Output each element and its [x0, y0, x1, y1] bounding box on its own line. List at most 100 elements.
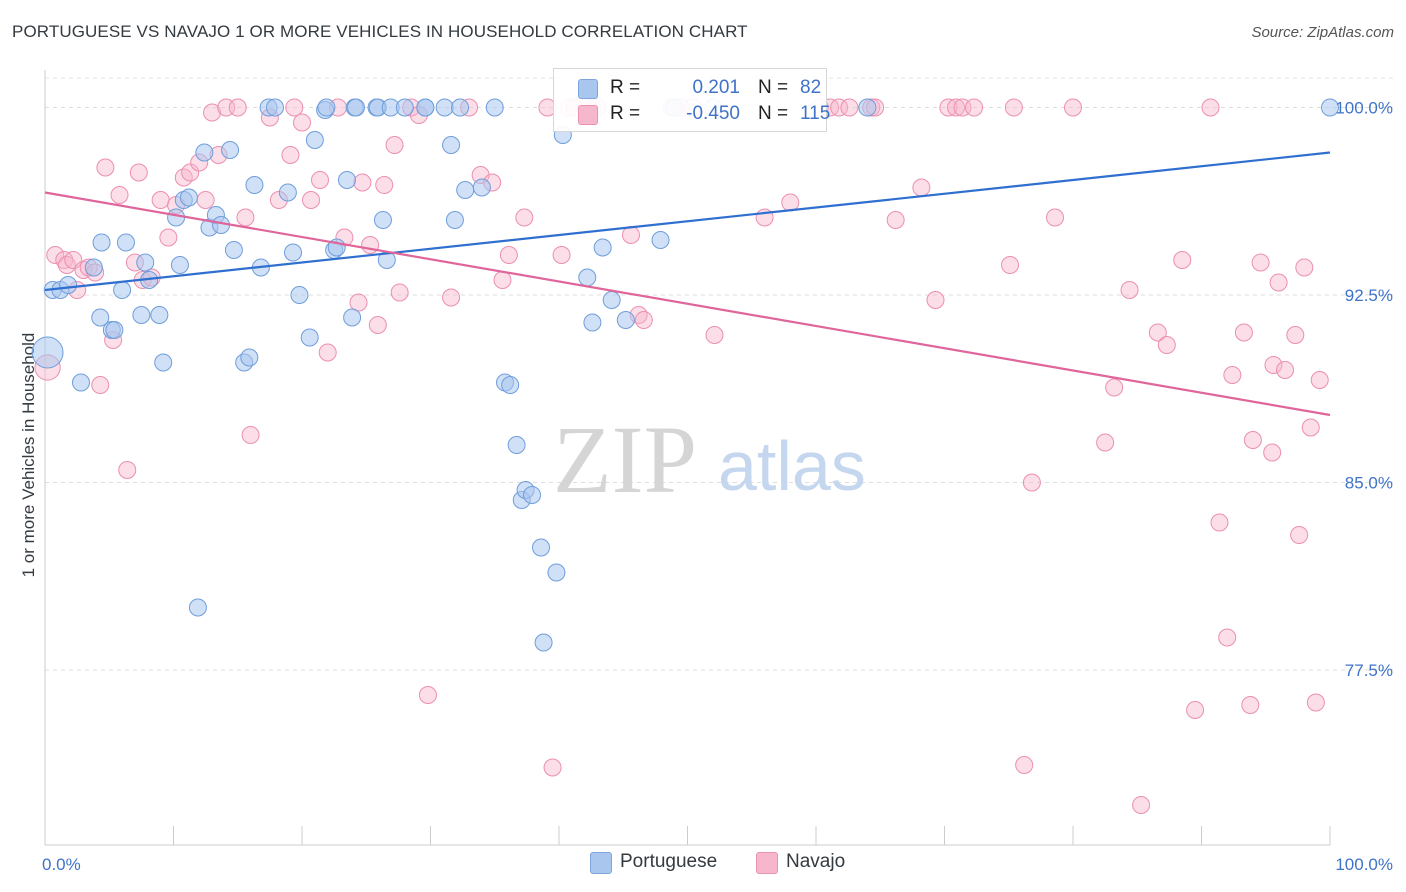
portuguese-swatch: [578, 79, 598, 99]
watermark-atlas: atlas: [718, 427, 866, 505]
portuguese-point: [651, 231, 670, 249]
navajo-point: [781, 193, 800, 212]
legend-label-navajo: Navajo: [786, 851, 846, 872]
navajo-point: [1173, 251, 1192, 269]
legend-item-portuguese[interactable]: Portuguese: [590, 851, 740, 875]
navajo-point: [830, 98, 849, 117]
navajo-point: [236, 208, 255, 227]
navajo-point: [1290, 526, 1309, 544]
navajo-point: [1004, 98, 1023, 117]
portuguese-point: [305, 131, 324, 149]
navajo-point: [1210, 513, 1229, 532]
navajo-point: [129, 163, 148, 182]
legend-item-navajo[interactable]: Navajo: [756, 851, 866, 875]
portuguese-point: [534, 633, 553, 652]
navajo-point: [228, 98, 247, 117]
navajo-point: [375, 176, 394, 194]
y-tick-label: 100.0%: [1335, 99, 1393, 118]
navajo-point: [1286, 326, 1305, 344]
portuguese-point: [578, 268, 597, 287]
navajo-point: [515, 208, 534, 227]
portuguese-point: [1321, 98, 1339, 117]
navajo-point: [368, 316, 387, 334]
navajo-point: [1306, 693, 1325, 712]
navajo-point: [353, 173, 372, 192]
navajo-point: [46, 246, 65, 264]
portuguese-point: [300, 328, 319, 347]
portuguese-point: [501, 376, 520, 394]
trend-lines: [44, 151, 1331, 417]
watermark-zip: ZIP: [553, 406, 697, 513]
navajo-point: [1157, 336, 1176, 354]
navajo-point: [1310, 371, 1329, 389]
portuguese-point: [523, 486, 542, 504]
portuguese-point: [616, 311, 635, 329]
portuguese-point: [31, 336, 64, 369]
navajo-point: [349, 293, 368, 312]
portuguese-point: [92, 233, 111, 252]
navajo-point: [705, 326, 724, 344]
x-tick-label: 0.0%: [42, 855, 81, 874]
portuguese-point: [583, 313, 602, 332]
portuguese-point: [602, 291, 621, 309]
navajo-point: [118, 461, 137, 479]
navajo-point: [1046, 208, 1065, 227]
navajo-point: [543, 758, 562, 777]
navajo-point: [552, 246, 571, 264]
portuguese-point: [84, 258, 103, 277]
navajo-point: [1264, 356, 1283, 374]
x-axis: [44, 70, 1331, 846]
portuguese-point: [284, 243, 303, 262]
navajo-point: [1148, 323, 1167, 342]
navajo-point: [1001, 256, 1020, 274]
navajo-point: [318, 343, 337, 362]
portuguese-point: [132, 306, 151, 324]
portuguese-point: [416, 98, 435, 117]
watermark: ZIP atlas: [553, 406, 866, 513]
portuguese-point: [532, 538, 551, 557]
portuguese-point: [395, 98, 414, 117]
navajo-point: [159, 228, 178, 247]
navajo-point: [499, 246, 518, 264]
r-label: R =: [610, 103, 641, 124]
portuguese-point: [266, 98, 285, 117]
y-tick-label: 77.5%: [1345, 661, 1393, 680]
correlation-legend: R = 0.201 N = 82 R = -0.450 N = 115: [553, 68, 830, 132]
portuguese-point: [240, 348, 259, 367]
portuguese-point: [59, 276, 78, 294]
portuguese-point: [150, 306, 169, 324]
r-value: 0.201: [692, 77, 740, 98]
navajo-point: [926, 291, 945, 309]
navajo-point: [418, 686, 437, 704]
navajo-point: [1186, 701, 1205, 719]
navajo-point: [1096, 433, 1115, 452]
navajo-point: [181, 163, 200, 182]
portuguese-point: [113, 281, 132, 299]
portuguese-point: [71, 373, 90, 392]
navajo-point: [1015, 756, 1034, 774]
portuguese-point: [343, 308, 362, 327]
navajo-point: [442, 288, 461, 307]
portuguese-point: [442, 136, 461, 154]
navajo-point: [1243, 431, 1262, 449]
portuguese-swatch: [590, 852, 612, 874]
navajo-point: [285, 98, 304, 117]
navajo-point: [281, 146, 300, 164]
n-label: N =: [758, 77, 789, 98]
portuguese-point: [346, 98, 365, 117]
navajo-point: [1022, 473, 1041, 492]
navajo-point: [1263, 443, 1282, 462]
navajo-point: [293, 113, 311, 132]
x-tick-labels: 0.0% 100.0%: [42, 855, 1393, 874]
navajo-point: [886, 211, 905, 229]
portuguese-point: [91, 308, 110, 327]
navajo-point: [1276, 361, 1295, 379]
navajo-point: [493, 271, 512, 289]
portuguese-point: [593, 238, 612, 257]
navajo-point: [96, 158, 115, 177]
navajo-point: [91, 376, 110, 394]
data-points: [31, 98, 1339, 814]
portuguese-point: [245, 176, 264, 194]
portuguese-trend-line: [44, 151, 1331, 292]
